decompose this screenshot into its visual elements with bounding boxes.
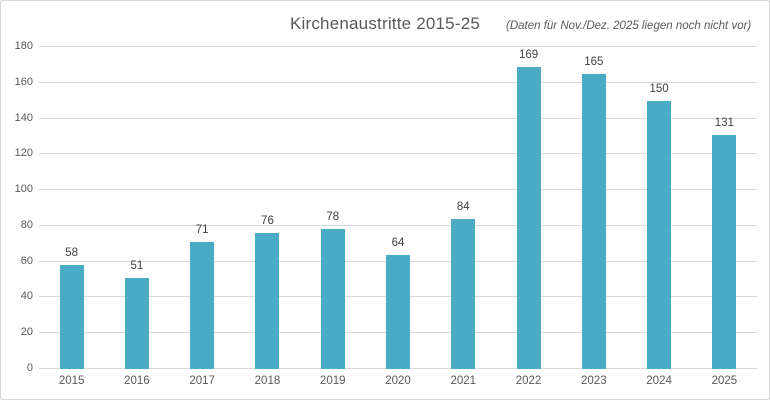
bar-value-label: 131 [714, 116, 734, 129]
x-tick-label: 2022 [515, 375, 542, 387]
y-axis: 0 20 40 60 80 100 120 140 160 180 [1, 40, 33, 374]
bar-value-label: 64 [391, 236, 405, 249]
x-tick-label: 2015 [58, 375, 85, 387]
bar [712, 134, 737, 369]
y-tick-label: 60 [20, 254, 33, 267]
bar [59, 265, 84, 369]
x-tick-label: 2018 [254, 375, 281, 387]
bar-value-label: 165 [584, 55, 604, 68]
gridline [39, 46, 757, 47]
bar-value-label: 76 [261, 215, 274, 228]
gridline [39, 189, 757, 191]
chart-title: Kirchenaustritte 2015-25 [289, 14, 481, 33]
bar-value-label: 84 [456, 200, 470, 213]
bar [581, 73, 606, 369]
x-tick-label: 2025 [711, 375, 738, 387]
y-tick-label: 160 [14, 75, 33, 88]
bar-value-label: 169 [518, 48, 539, 61]
x-tick-label: 2016 [124, 375, 150, 387]
x-tick-label: 2017 [189, 375, 215, 387]
bar [124, 277, 149, 369]
bar-value-label: 51 [130, 259, 144, 272]
x-axis: 2015 2016 2017 2018 2019 2020 2021 2022 2023 2024… [39, 370, 757, 394]
y-tick-label: 100 [14, 183, 33, 196]
bar [255, 233, 280, 369]
x-tick-label: 2021 [450, 375, 477, 387]
x-tick-label: 2019 [319, 375, 346, 387]
x-tick-label: 2020 [385, 375, 411, 387]
y-tick-label: 20 [20, 326, 33, 339]
gridline [39, 117, 757, 119]
bar [647, 100, 672, 369]
y-tick-label: 140 [14, 111, 33, 124]
y-tick-label: 0 [26, 362, 33, 374]
gridline [39, 153, 757, 155]
x-tick-label: 2024 [646, 375, 672, 387]
bar [516, 66, 541, 369]
bar-value-label: 71 [195, 224, 209, 236]
y-tick-label: 40 [20, 290, 33, 303]
bar [451, 218, 476, 369]
bar [320, 229, 345, 369]
bar [386, 254, 410, 369]
bar-value-label: 150 [649, 82, 669, 95]
chart-note: (Daten für Nov./Dez. 2025 liegen noch ni… [506, 20, 752, 32]
bar-value-label: 58 [65, 247, 79, 260]
y-tick-label: 80 [20, 218, 33, 231]
plot-area: 58 51 71 76 78 64 84 169 165 150 131 [39, 46, 757, 369]
y-tick-label: 120 [14, 147, 33, 160]
gridline [39, 224, 757, 226]
x-tick-label: 2023 [581, 375, 607, 387]
gridline [39, 81, 757, 83]
bar-value-label: 78 [326, 211, 340, 224]
bar [190, 242, 215, 369]
y-tick-label: 180 [14, 40, 33, 52]
